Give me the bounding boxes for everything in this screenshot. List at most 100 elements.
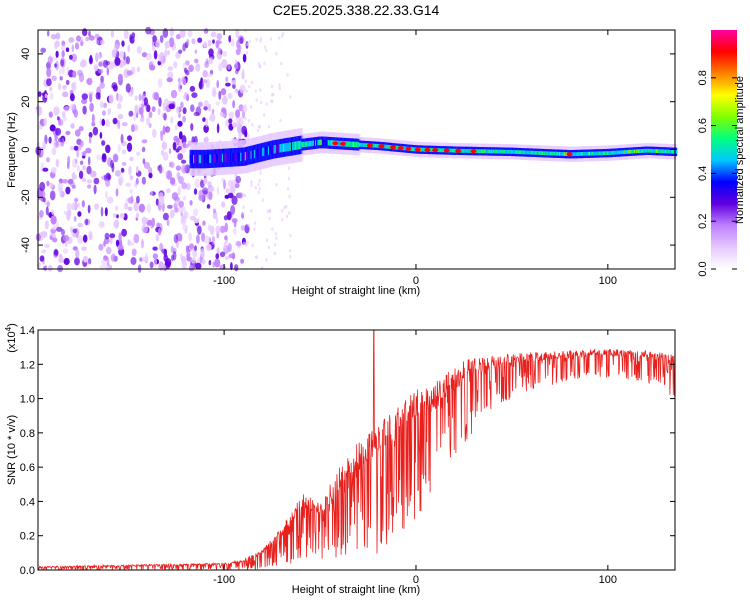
spectrogram-noise-cell [177,120,183,127]
spectrogram-noise-cell [103,102,108,109]
spectrogram-noise-cell [129,188,133,194]
spectrogram-noise-cell [77,202,80,208]
spectrogram-noise-cell [99,101,104,109]
snr-series-line [38,330,675,570]
spectrogram-noise-cell [60,57,66,68]
spectrogram-noise-cell [267,245,270,250]
spectrogram-noise-cell [54,40,60,47]
spectrogram-y-tick-label: -40 [20,237,32,253]
spectrogram-noise-cell [112,213,117,218]
spectrogram-noise-cell [63,105,70,112]
spectrogram-noise-cell [221,201,226,208]
spectrogram-noise-cell [105,191,108,199]
spectrogram-noise-cell [72,70,77,78]
spectrogram-noise-cell [101,258,107,266]
spectrogram-noise-cell [208,190,213,201]
spectrogram-noise-cell [234,63,239,70]
spectrogram-peak-cell [366,143,373,148]
spectrogram-noise-cell [62,248,69,254]
snr-x-tick-label: 0 [413,574,419,586]
spectrogram-noise-cell [100,39,105,45]
spectrogram-noise-cell [270,93,274,97]
snr-scale-label: (x104) [4,323,18,353]
spectrogram-noise-cell [85,147,92,154]
spectrogram-noise-cell [93,184,97,195]
spectrogram-noise-cell [268,209,272,213]
spectrogram-noise-cell [39,255,45,262]
spectrogram-noise-cell [229,185,236,194]
spectrogram-noise-cell [115,205,119,211]
spectrogram-noise-cell [175,200,179,206]
spectrogram-noise-cell [74,129,81,137]
spectrogram-noise-cell [72,174,77,180]
spectrogram-noise-cell [65,79,70,86]
snr-y-tick-label: 0.2 [20,531,35,543]
spectrogram-noise-cell [151,44,156,52]
spectrogram-noise-cell [196,234,200,244]
spectrogram-noise-cell [113,43,120,50]
spectrogram-noise-cell [69,146,75,151]
spectrogram-noise-cell [40,47,46,53]
spectrogram-noise-cell [70,123,75,129]
spectrogram-noise-cell [158,97,162,107]
spectrogram-noise-cell [153,50,158,60]
spectrogram-noise-cell [182,141,186,148]
spectrogram-noise-cell [202,79,208,84]
spectrogram-noise-cell [192,250,198,258]
spectrogram-noise-cell [180,101,184,109]
spectrogram-noise-cell [120,133,124,144]
spectrogram-noise-cell [77,144,82,151]
spectrogram-noise-cell [231,79,237,85]
spectrogram-noise-cell [242,211,245,216]
spectrogram-noise-cell [104,207,108,217]
spectrogram-noise-cell [56,226,63,232]
spectrogram-noise-cell [215,225,221,234]
spectrogram-x-ticks: -100 0 100 [213,30,617,287]
spectrogram-noise-cell [225,82,231,87]
spectrogram-noise-cell [94,33,100,39]
spectrogram-noise-cell [161,141,168,151]
spectrogram-noise-cell [250,183,253,188]
spectrogram-noise-cell [41,230,48,238]
spectrogram-noise-cell [173,196,180,202]
spectrogram-noise-cell [82,165,86,171]
spectrogram-noise-cell [203,106,208,111]
spectrogram-noise-cell [49,190,56,201]
spectrogram-y-tick-label: -20 [20,189,32,205]
spectrogram-noise-cell [225,187,230,194]
spectrogram-noise-cell [222,95,228,105]
spectrogram-noise-cell [153,257,157,267]
spectrogram-noise-cell [263,61,266,66]
spectrogram-noise-cell [169,177,176,185]
spectrogram-noise-cell [230,262,233,271]
spectrogram-noise-cell [219,225,226,233]
spectrogram-noise-cell [158,164,163,174]
spectrogram-noise-cell [182,107,187,115]
spectrogram-noise-cell [82,150,87,156]
spectrogram-noise-cell [208,48,214,57]
spectrogram-noise-cell [227,92,233,100]
spectrogram-noise-cell [82,234,88,243]
spectrogram-noise-cell [200,248,205,258]
spectrogram-noise-cell [216,80,219,89]
spectrogram-noise-cell [121,228,127,237]
spectrogram-noise-cell [98,221,104,229]
spectrogram-noise-cell [106,257,110,267]
spectrogram-noise-cell [85,36,90,42]
spectrogram-noise-cell [117,113,124,120]
spectrogram-noise-cell [149,64,156,71]
spectrogram-noise-cell [146,117,151,126]
spectrogram-noise-cell [241,71,245,80]
spectrogram-noise-cell [197,225,202,235]
spectrogram-noise-cell [269,99,273,103]
spectrogram-noise-cell [228,111,235,119]
spectrogram-noise-cell [235,175,242,184]
spectrogram-noise-cell [235,109,241,118]
spectrogram-noise-cell [160,131,164,142]
spectrogram-noise-cell [204,235,210,244]
spectrogram-noise-cell [191,92,198,98]
spectrogram-noise-cell [50,33,57,40]
spectrogram-peak-cell [378,144,385,149]
spectrogram-noise-cell [98,243,104,251]
spectrogram-noise-cell [151,106,156,112]
